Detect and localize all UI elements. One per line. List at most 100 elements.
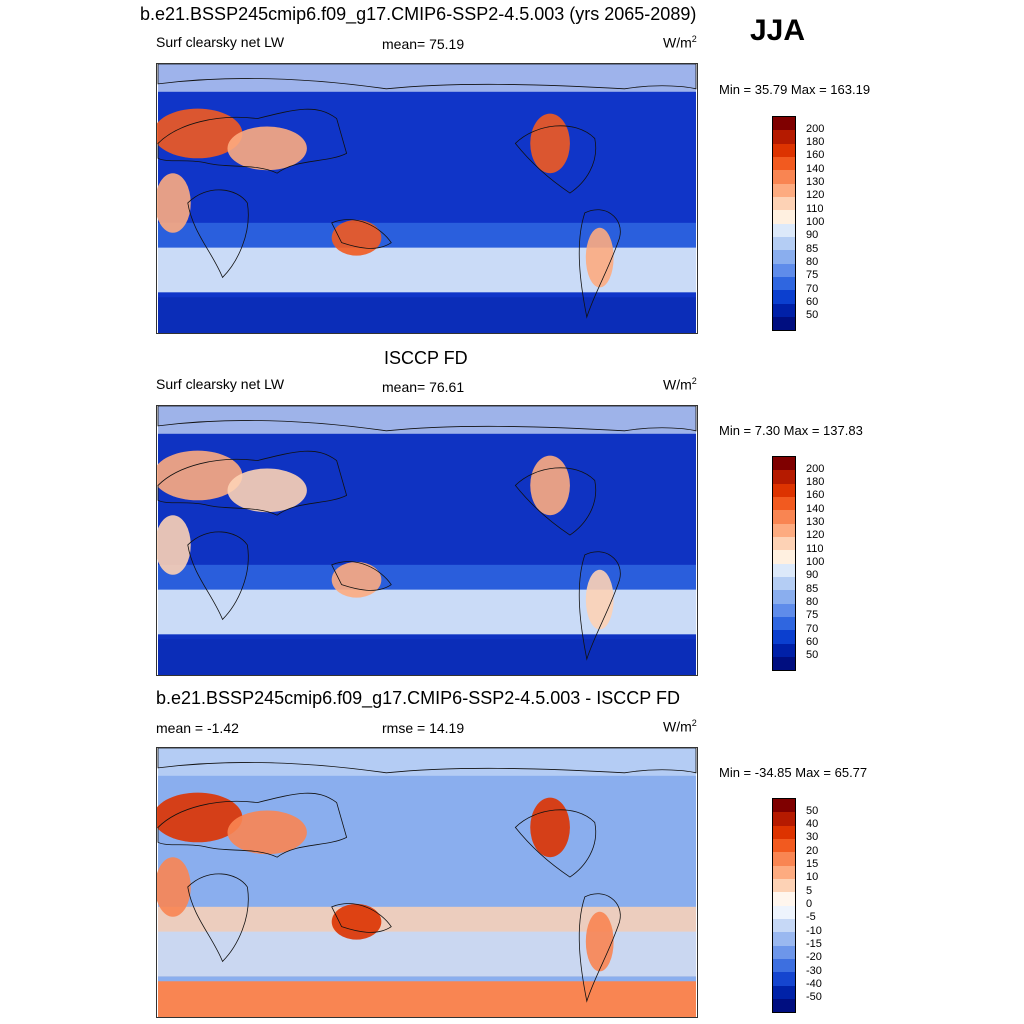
colorbar-swatch <box>773 905 795 919</box>
colorbar-tick-label: 80 <box>806 596 819 609</box>
colorbar-tick-label: 5 <box>806 884 813 897</box>
colorbar-tick-label: 100 <box>806 216 825 229</box>
colorbar-swatch <box>773 510 795 524</box>
colorbar-swatch <box>773 183 795 197</box>
colorbar-tick-label: 30 <box>806 831 819 844</box>
colorbar-swatch <box>773 630 795 644</box>
colorbar-swatch <box>773 523 795 537</box>
colorbar-tick-label: -20 <box>806 951 822 964</box>
colorbar-swatch <box>773 812 795 826</box>
panel-1-minmax: Min = 35.79 Max = 163.19 <box>719 82 871 97</box>
panel-2-minmax: Min = 7.30 Max = 137.83 <box>719 423 863 438</box>
colorbar-swatch <box>773 878 795 893</box>
colorbar-swatch <box>773 972 795 986</box>
colorbar-tick-label: -5 <box>806 911 816 924</box>
colorbar-swatch <box>773 457 795 471</box>
colorbar-swatch <box>773 196 795 211</box>
colorbar-swatch <box>773 156 795 171</box>
panel-1-mean-label: mean= 75.19 <box>382 36 465 52</box>
colorbar-tick-label: 10 <box>806 871 819 884</box>
colorbar-tick-label: 110 <box>806 202 824 215</box>
colorbar-tick-label: 85 <box>806 582 819 595</box>
panel-3-rmse-label: rmse = 14.19 <box>382 720 465 736</box>
colorbar-swatch <box>773 918 795 933</box>
colorbar-tick-label: 100 <box>806 556 825 569</box>
colorbar-swatch <box>773 496 795 511</box>
colorbar-tick-label: -10 <box>806 924 822 937</box>
panel-3-unit-label: W/m2 <box>663 718 697 735</box>
colorbar-tick-label: 50 <box>806 309 819 322</box>
colorbar-swatch <box>773 303 795 317</box>
colorbar-swatch <box>773 290 795 304</box>
colorbar-tick-label: 20 <box>806 844 819 857</box>
colorbar-tick-label: -30 <box>806 964 822 977</box>
colorbar-tick-label: 200 <box>806 122 825 135</box>
colorbar-swatch <box>773 210 795 224</box>
colorbar-swatch <box>773 117 795 131</box>
colorbar-tick-label: 160 <box>806 149 825 162</box>
colorbar-tick-label: 50 <box>806 804 819 817</box>
panel-3-minmax: Min = -34.85 Max = 65.77 <box>719 765 868 780</box>
colorbar-swatch <box>773 130 795 144</box>
panel-1-variable-label: Surf clearsky net LW <box>156 34 285 50</box>
colorbar-tick-label: 140 <box>806 162 825 175</box>
colorbar-swatch <box>773 603 795 617</box>
panel-1-unit-label: W/m2 <box>663 34 697 51</box>
colorbar-tick-label: 90 <box>806 569 819 582</box>
colorbar-swatch <box>773 550 795 564</box>
colorbar-tick-label: -40 <box>806 978 822 991</box>
colorbar-tick-label: 50 <box>806 649 819 662</box>
colorbar-tick-label: 75 <box>806 269 819 282</box>
colorbar-swatch <box>773 892 795 906</box>
panel-3-mean-label: mean = -1.42 <box>156 720 239 736</box>
colorbar-tick-label: 85 <box>806 242 819 255</box>
colorbar-tick-label: 160 <box>806 489 825 502</box>
colorbar-swatch <box>773 316 795 331</box>
panel-2-map <box>156 405 698 676</box>
colorbar-tick-label: 110 <box>806 542 824 555</box>
colorbar-swatch <box>773 838 795 853</box>
colorbar-tick-label: 70 <box>806 282 819 295</box>
colorbar-swatch <box>773 250 795 264</box>
colorbar-tick-label: 75 <box>806 609 819 622</box>
colorbar-swatch <box>773 576 795 591</box>
colorbar-swatch <box>773 865 795 879</box>
panel-1-map <box>156 63 698 334</box>
colorbar-tick-label: 0 <box>806 898 813 911</box>
colorbar-tick-label: 120 <box>806 189 825 202</box>
colorbar-swatch <box>773 563 795 577</box>
map-field <box>157 64 697 333</box>
panel-3-colorbar <box>772 798 796 1014</box>
colorbar-tick-label: 130 <box>806 176 825 189</box>
colorbar-swatch <box>773 958 795 973</box>
colorbar-swatch <box>773 932 795 946</box>
colorbar-swatch <box>773 170 795 184</box>
panel-1-colorbar <box>772 116 796 332</box>
colorbar-swatch <box>773 483 795 497</box>
panel-3-title: b.e21.BSSP245cmip6.f09_g17.CMIP6-SSP2-4.… <box>156 688 680 708</box>
colorbar-tick-label: 130 <box>806 516 825 529</box>
colorbar-tick-label: 140 <box>806 502 825 515</box>
panel-3-map <box>156 747 698 1018</box>
panel-2-colorbar <box>772 456 796 672</box>
colorbar-swatch <box>773 143 795 157</box>
colorbar-swatch <box>773 825 795 839</box>
colorbar-swatch <box>773 223 795 237</box>
colorbar-tick-label: 200 <box>806 462 825 475</box>
colorbar-swatch <box>773 590 795 604</box>
colorbar-swatch <box>773 799 795 813</box>
colorbar-swatch <box>773 985 795 999</box>
colorbar-tick-label: 90 <box>806 229 819 242</box>
colorbar-tick-label: 120 <box>806 529 825 542</box>
colorbar-swatch <box>773 616 795 631</box>
colorbar-tick-label: 80 <box>806 256 819 269</box>
panel-2-title: ISCCP FD <box>384 348 468 368</box>
colorbar-swatch <box>773 852 795 866</box>
map-field <box>157 406 697 675</box>
panel-2-mean-label: mean= 76.61 <box>382 379 465 395</box>
colorbar-swatch <box>773 998 795 1013</box>
season-label: JJA <box>750 14 806 47</box>
colorbar-swatch <box>773 536 795 551</box>
colorbar-swatch <box>773 236 795 251</box>
colorbar-tick-label: -15 <box>806 938 822 951</box>
